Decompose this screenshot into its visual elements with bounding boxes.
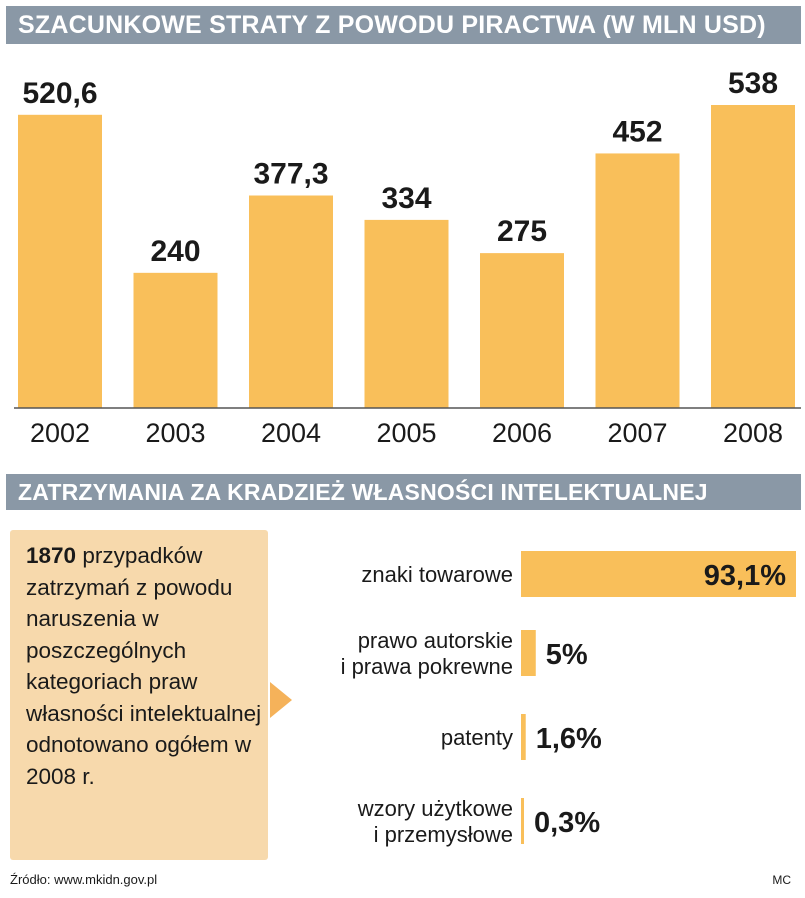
bar-2002 (18, 114, 102, 409)
bar-value-label: 520,6 (22, 77, 97, 110)
hbar-value-label: 93,1% (704, 560, 786, 592)
piracy-losses-header: SZACUNKOWE STRATY Z POWODU PIRACTWA (W M… (6, 6, 801, 44)
bar-2005 (364, 219, 449, 408)
category-label: 2007 (607, 418, 667, 448)
bar-value-label: 334 (381, 182, 431, 215)
hbar-3 (521, 798, 524, 844)
hbar-value-label: 0,3% (534, 807, 600, 839)
hbar-category-label: znaki towarowe (361, 562, 513, 587)
category-label: 2004 (261, 418, 321, 448)
ip-detentions-header: ZATRZYMANIA ZA KRADZIEŻ WŁASNOŚCI INTELE… (6, 474, 801, 510)
detentions-count: 1870 (26, 543, 77, 568)
author-initials: MC (772, 873, 791, 887)
bar-2006 (480, 253, 564, 408)
bar-2008 (711, 105, 795, 408)
hbar-value-label: 1,6% (536, 723, 602, 755)
hbar-category-label: wzory użytkowe (357, 796, 513, 821)
source-note: Źródło: www.mkidn.gov.pl (10, 872, 158, 887)
bar-value-label: 377,3 (253, 158, 328, 191)
piracy-losses-bar-chart: 520,6 2002 240 2003 377,3 2004 334 2005 275 2006 4… (14, 67, 801, 448)
arrow-right-icon (270, 682, 292, 718)
category-label: 2002 (30, 418, 90, 448)
category-label: 2005 (376, 418, 436, 448)
category-label: 2008 (723, 418, 783, 448)
hbar-0 (521, 551, 796, 597)
detentions-summary-box: 1870 przypadków zatrzymań z powodu narus… (10, 530, 268, 860)
bar-value-label: 240 (150, 235, 200, 268)
hbar-2 (521, 714, 526, 760)
hbar-category-label: prawo autorskie (358, 628, 513, 653)
hbar-category-label: i prawa pokrewne (341, 654, 513, 679)
detentions-description: przypadków zatrzymań z powodu naruszenia… (26, 543, 262, 789)
hbar-category-label: i przemysłowe (374, 822, 513, 847)
hbar-value-label: 5% (546, 639, 588, 671)
hbar-category-label: patenty (441, 725, 513, 750)
bar-value-label: 275 (497, 215, 547, 248)
bar-value-label: 538 (728, 67, 778, 100)
bar-2004 (249, 195, 333, 408)
bar-2007 (595, 153, 680, 408)
category-label: 2006 (492, 418, 552, 448)
hbar-1 (521, 630, 536, 676)
category-label: 2003 (145, 418, 205, 448)
bar-2003 (133, 272, 218, 408)
bar-value-label: 452 (612, 115, 662, 148)
